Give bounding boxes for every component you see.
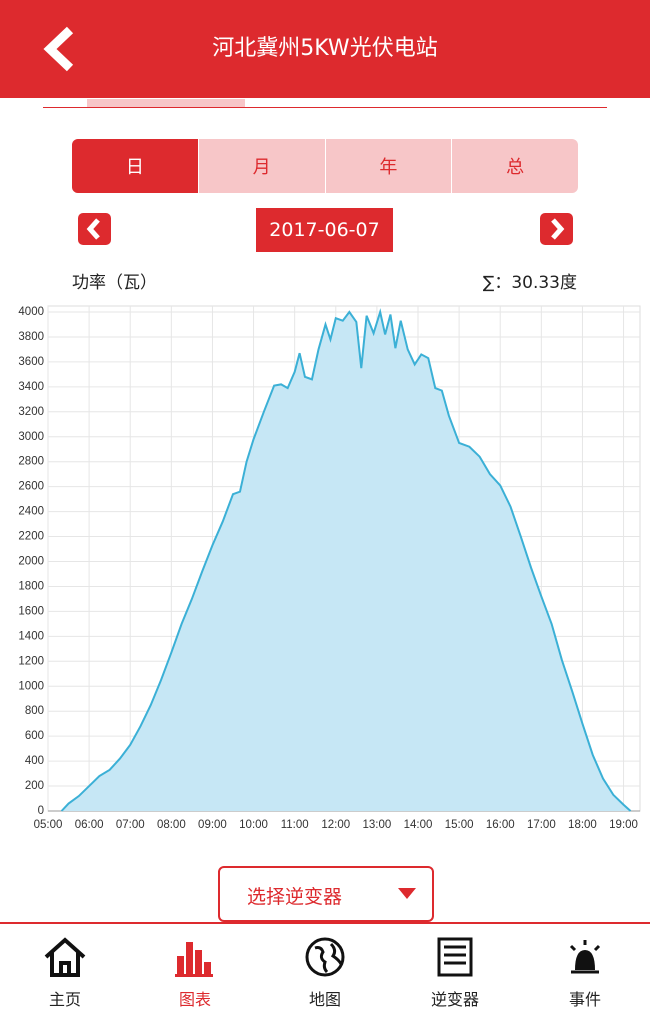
date-display[interactable]: 2017-06-07 — [256, 208, 393, 252]
x-tick-label: 19:00 — [609, 819, 638, 831]
nav-item[interactable]: 主页 — [0, 924, 130, 1022]
y-tick-label: 2200 — [18, 531, 44, 543]
header-bar: 河北冀州5KW光伏电站 — [0, 0, 650, 98]
prev-date-button[interactable] — [78, 213, 111, 245]
bottom-nav: 主页 图表 地图 逆变器 事件 — [0, 922, 650, 1022]
nav-label: 地图 — [308, 990, 341, 1009]
inverter-selector[interactable]: 选择逆变器 — [218, 866, 434, 922]
chart-icon — [175, 942, 213, 977]
x-tick-label: 18:00 — [568, 819, 597, 831]
power-line — [60, 308, 632, 812]
y-tick-label: 2600 — [18, 481, 44, 493]
nav-item[interactable]: 图表 — [130, 924, 260, 1022]
x-tick-label: 16:00 — [486, 819, 515, 831]
next-date-button[interactable] — [540, 213, 573, 245]
y-tick-label: 4000 — [18, 306, 44, 318]
y-tick-label: 800 — [25, 705, 44, 717]
y-tick-label: 1000 — [18, 680, 44, 692]
nav-item[interactable]: 逆变器 — [390, 924, 520, 1022]
event-icon — [569, 940, 601, 974]
page-title: 河北冀州5KW光伏电站 — [212, 36, 438, 61]
x-tick-label: 06:00 — [75, 819, 104, 831]
y-tick-label: 1400 — [18, 630, 44, 642]
y-tick-label: 200 — [25, 780, 44, 792]
tab[interactable]: 总 — [451, 139, 578, 193]
daily-total: ∑：30.33度 — [482, 273, 577, 293]
power-chart: 0 200 400 600 800 1000 1200 1400 1600 1800 2000 220… — [18, 305, 641, 831]
area-fill — [61, 312, 631, 811]
tab[interactable]: 月 — [197, 139, 325, 193]
nav-label: 事件 — [568, 990, 601, 1009]
y-tick-label: 3800 — [18, 331, 44, 343]
nav-label: 图表 — [178, 990, 211, 1009]
x-tick-label: 13:00 — [362, 819, 391, 831]
home-icon — [44, 937, 86, 977]
y-tick-label: 3600 — [18, 356, 44, 368]
y-tick-label: 3200 — [18, 406, 44, 418]
x-tick-label: 10:00 — [239, 819, 268, 831]
tab-underline — [43, 107, 607, 108]
y-tick-label: 2800 — [18, 456, 44, 468]
y-tick-label: 2400 — [18, 506, 44, 518]
back-button[interactable] — [40, 26, 76, 72]
y-tick-label: 3400 — [18, 381, 44, 393]
map-icon — [305, 937, 345, 977]
y-tick-label: 3000 — [18, 431, 44, 443]
tab[interactable]: 日 — [72, 139, 198, 193]
dropdown-arrow — [398, 888, 416, 899]
x-tick-label: 14:00 — [404, 819, 433, 831]
period-tabs: 日 月 年 总 — [72, 139, 578, 193]
x-tick-label: 09:00 — [198, 819, 227, 831]
y-tick-label: 600 — [25, 730, 44, 742]
tab-indicator — [87, 99, 245, 107]
tab[interactable]: 年 — [324, 139, 452, 193]
nav-item[interactable]: 事件 — [520, 924, 650, 1022]
y-tick-label: 1200 — [18, 655, 44, 667]
selector-label: 选择逆变器 — [247, 886, 343, 908]
x-tick-label: 08:00 — [157, 819, 186, 831]
inverter-icon — [437, 937, 473, 977]
nav-label: 主页 — [48, 990, 81, 1009]
x-tick-label: 12:00 — [321, 819, 350, 831]
y-tick-label: 1800 — [18, 580, 44, 592]
y-tick-label: 1600 — [18, 605, 44, 617]
y-tick-label: 400 — [25, 755, 44, 767]
power-label: 功率（瓦） — [72, 273, 157, 293]
x-tick-label: 05:00 — [34, 819, 63, 831]
x-tick-label: 15:00 — [445, 819, 474, 831]
y-tick-label: 0 — [38, 805, 44, 817]
nav-item[interactable]: 地图 — [260, 924, 390, 1022]
x-tick-label: 11:00 — [281, 819, 309, 831]
y-tick-label: 2000 — [18, 556, 44, 568]
nav-label: 逆变器 — [430, 990, 479, 1009]
x-tick-label: 07:00 — [116, 819, 145, 831]
x-tick-label: 17:00 — [527, 819, 556, 831]
